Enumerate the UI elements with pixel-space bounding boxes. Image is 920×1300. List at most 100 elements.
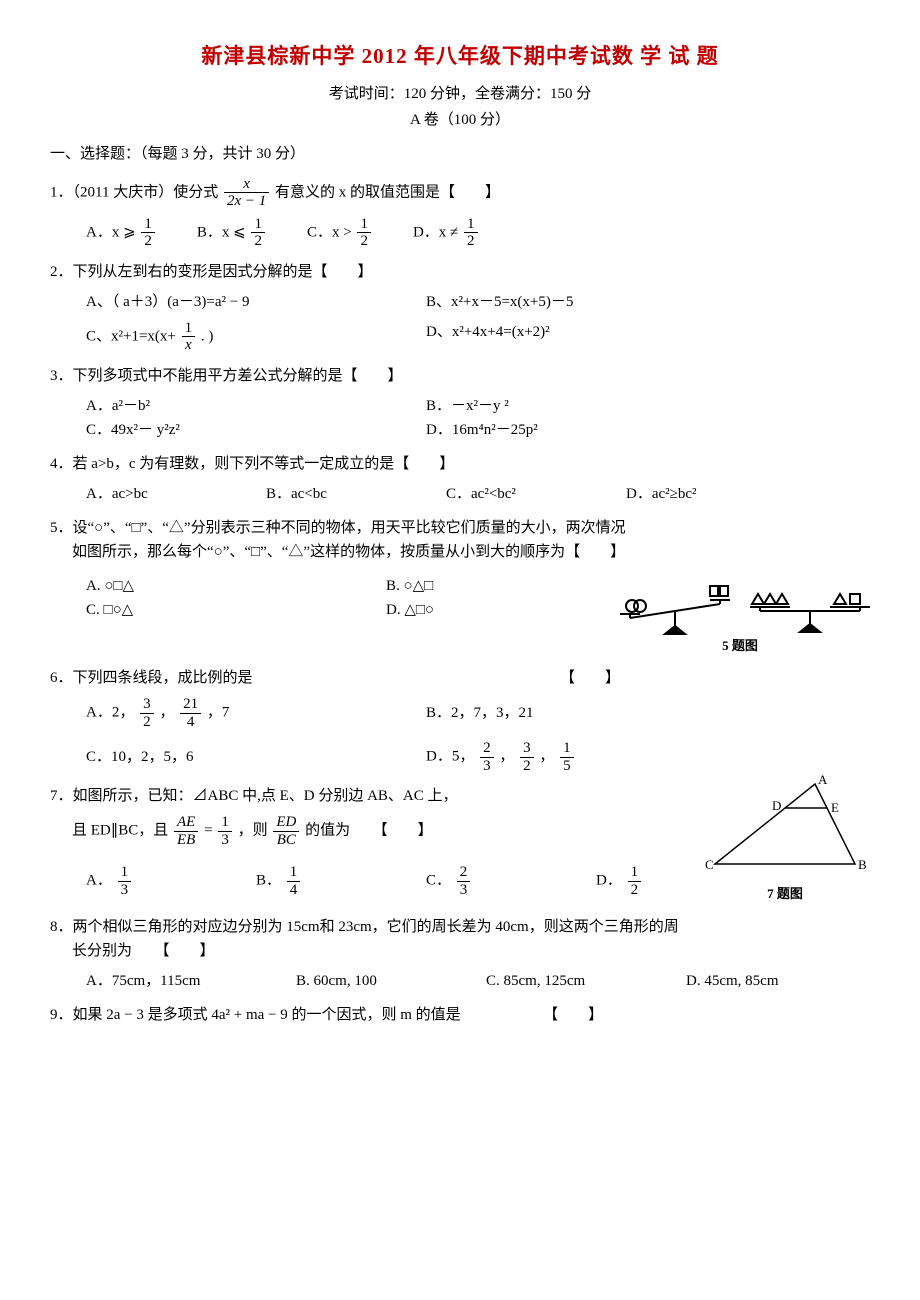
- opt-label: D．x ≠: [413, 224, 462, 240]
- q7-opt-a: A． 13: [86, 864, 216, 898]
- frac-den: 2: [141, 233, 155, 250]
- opt-label: B．x ⩽: [197, 224, 250, 240]
- frac-num: 2: [457, 864, 471, 882]
- q2-options: A、（ a＋3）(a－3)=a² − 9 B、x²+x－5=x(x+5)－5 C…: [86, 290, 870, 354]
- frac-den: 2: [520, 758, 534, 775]
- q5-options: A. ○□△ B. ○△□ C. □○△ D. △□○: [86, 574, 610, 622]
- question-6: 6．下列四条线段，成比例的是 【 】: [50, 666, 870, 690]
- q3-opt-d: D．16m⁴n²－25p²: [426, 418, 538, 442]
- q1-opt-c: C．x > 12: [307, 216, 373, 250]
- q3-opt-c: C．49x²－ y²z²: [86, 418, 386, 442]
- frac-num: 1: [464, 216, 478, 234]
- q7-fig-label: 7 题图: [700, 884, 870, 905]
- svg-text:B: B: [858, 857, 867, 872]
- frac-num: 2: [480, 740, 494, 758]
- q5-stem-line2: 如图所示，那么每个“○”、“□”、“△”这样的物体，按质量从小到大的顺序为【 】: [50, 540, 870, 564]
- exam-time-info: 考试时间：120 分钟，全卷满分：150 分: [50, 82, 870, 106]
- q5-opt-d: D. △□○: [386, 598, 434, 622]
- fraction-icon: AEEB: [174, 814, 198, 848]
- q4-opt-a: A．ac>bc: [86, 482, 226, 506]
- question-9: 9．如果 2a − 3 是多项式 4a² + ma − 9 的一个因式，则 m …: [50, 1003, 870, 1027]
- q1-opt-b: B．x ⩽ 12: [197, 216, 267, 250]
- q1-opt-d: D．x ≠ 12: [413, 216, 480, 250]
- opt-text: . ): [201, 328, 214, 344]
- opt-label: A．: [86, 873, 112, 889]
- opt-text: ，: [159, 705, 174, 721]
- frac-den: 4: [287, 882, 301, 899]
- q7-stem-line2: 且 ED∥BC，且 AEEB = 13 ，则 EDBC 的值为 【 】: [50, 814, 700, 848]
- q8-stem-line1: 8．两个相似三角形的对应边分别为 15cm和 23cm，它们的周长差为 40cm…: [50, 915, 870, 939]
- frac-num: 1: [251, 216, 265, 234]
- frac-den: 3: [457, 882, 471, 899]
- fraction-icon: 32: [140, 696, 154, 730]
- fraction-icon: 12: [464, 216, 478, 250]
- opt-text: C、x²+1=x(x+: [86, 328, 176, 344]
- frac-den: 2: [357, 233, 371, 250]
- frac-num: AE: [174, 814, 198, 832]
- frac-num: 1: [141, 216, 155, 234]
- q7-text: 的值为 【 】: [305, 823, 433, 839]
- frac-num: ED: [273, 814, 299, 832]
- opt-text: D．5，: [426, 749, 474, 765]
- q4-options: A．ac>bc B．ac<bc C．ac²<bc² D．ac²≥bc²: [86, 482, 870, 506]
- q8-opt-d: D. 45cm, 85cm: [686, 969, 778, 993]
- frac-num: 21: [180, 696, 201, 714]
- opt-label: C．: [426, 873, 451, 889]
- question-2: 2．下列从左到右的变形是因式分解的是【 】: [50, 260, 870, 284]
- frac-den: BC: [273, 832, 299, 849]
- q6-opt-a: A．2， 32 ， 214 ，7: [86, 696, 386, 730]
- q2-opt-c: C、x²+1=x(x+ 1x . ): [86, 320, 386, 354]
- q3-opt-a: A．a²－b²: [86, 394, 386, 418]
- svg-text:A: A: [818, 774, 828, 787]
- q7-opt-c: C． 23: [426, 864, 556, 898]
- question-4: 4．若 a>b，c 为有理数，则下列不等式一定成立的是【 】: [50, 452, 870, 476]
- fraction-icon: 1x: [182, 320, 196, 354]
- opt-label: D．: [596, 873, 622, 889]
- opt-label: A．x ⩾: [86, 224, 139, 240]
- frac-num: 3: [140, 696, 154, 714]
- q7-text: ，则: [238, 823, 268, 839]
- frac-num: 1: [628, 864, 642, 882]
- q5-stem-line1: 5．设“○”、“□”、“△”分别表示三种不同的物体，用天平比较它们质量的大小，两…: [50, 516, 870, 540]
- frac-num: x: [224, 176, 269, 194]
- opt-text: ，: [499, 749, 514, 765]
- fraction-icon: EDBC: [273, 814, 299, 848]
- fraction-icon: 214: [180, 696, 201, 730]
- frac-num: 3: [520, 740, 534, 758]
- question-8: 8．两个相似三角形的对应边分别为 15cm和 23cm，它们的周长差为 40cm…: [50, 915, 870, 963]
- q3-options: A．a²－b² B．－x²－y ² C．49x²－ y²z² D．16m⁴n²－…: [86, 394, 870, 442]
- opt-text: ，7: [207, 705, 230, 721]
- frac-den: 2: [140, 714, 154, 731]
- frac-num: 1: [560, 740, 574, 758]
- frac-den: 2: [628, 882, 642, 899]
- svg-text:C: C: [705, 857, 714, 872]
- fraction-icon: 12: [357, 216, 371, 250]
- q2-opt-b: B、x²+x－5=x(x+5)－5: [426, 290, 573, 314]
- q5-opt-c: C. □○△: [86, 598, 346, 622]
- q8-opt-c: C. 85cm, 125cm: [486, 969, 646, 993]
- balance-scale-icon: [610, 576, 870, 636]
- section-heading: 一、选择题：（每题 3 分，共计 30 分）: [50, 142, 870, 166]
- q4-opt-b: B．ac<bc: [266, 482, 406, 506]
- fraction-icon: 14: [287, 864, 301, 898]
- question-5: 5．设“○”、“□”、“△”分别表示三种不同的物体，用天平比较它们质量的大小，两…: [50, 516, 870, 564]
- q1-opt-a: A．x ⩾ 12: [86, 216, 157, 250]
- q1-stem-a: 1．（2011 大庆市）使分式: [50, 184, 218, 200]
- frac-num: 1: [118, 864, 132, 882]
- q7-text: =: [204, 823, 212, 839]
- frac-den: x: [182, 337, 196, 354]
- triangle-icon: A D E C B: [700, 774, 870, 884]
- q7-text: 且 ED∥BC，且: [72, 823, 168, 839]
- q8-stem-line2: 长分别为 【 】: [50, 939, 870, 963]
- question-1: 1．（2011 大庆市）使分式 x 2x − 1 有意义的 x 的取值范围是【 …: [50, 176, 870, 210]
- opt-text: A．2，: [86, 705, 134, 721]
- frac-num: 1: [287, 864, 301, 882]
- opt-label: B．: [256, 873, 281, 889]
- q6-opt-d: D．5， 23 ， 32 ， 15: [426, 740, 576, 774]
- q5-opt-a: A. ○□△: [86, 574, 346, 598]
- q2-opt-d: D、x²+4x+4=(x+2)²: [426, 320, 550, 354]
- q7-options: A． 13 B． 14 C． 23 D． 12: [86, 864, 700, 898]
- fraction-icon: 12: [251, 216, 265, 250]
- question-3: 3．下列多项式中不能用平方差公式分解的是【 】: [50, 364, 870, 388]
- q6-opt-c: C．10，2，5，6: [86, 745, 386, 769]
